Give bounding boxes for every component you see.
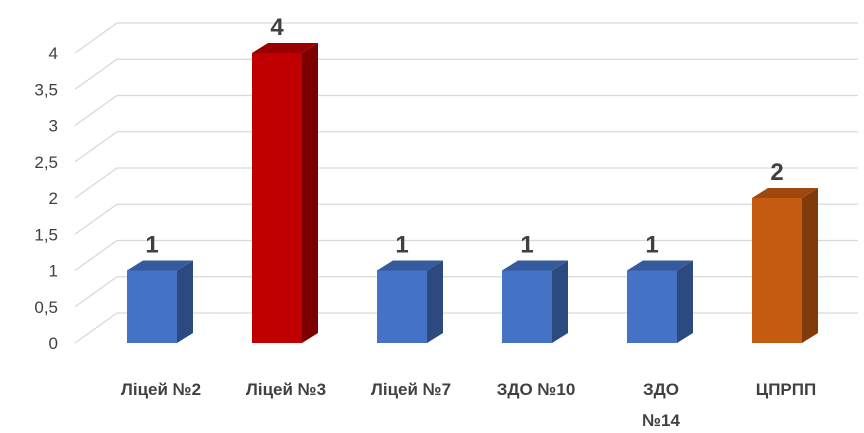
gridline xyxy=(74,94,858,127)
data-label: 2 xyxy=(770,159,783,186)
bar-front xyxy=(502,270,552,343)
bar-front xyxy=(627,270,677,343)
bar-front xyxy=(377,270,427,343)
bar-side xyxy=(427,260,443,343)
y-axis-ticks: 0 0,5 1 1,5 2 2,5 3 3,5 4 xyxy=(34,44,58,353)
bar xyxy=(127,260,193,343)
x-category-label: Ліцей №3 xyxy=(246,380,326,399)
bar-side xyxy=(302,43,318,343)
x-category-label: Ліцей №7 xyxy=(371,380,451,399)
bar-top xyxy=(627,260,693,271)
y-tick-label: 1,5 xyxy=(34,225,58,244)
data-label: 1 xyxy=(520,232,533,259)
gridlines xyxy=(74,22,858,344)
bar-top xyxy=(127,260,193,271)
data-label: 4 xyxy=(270,14,284,41)
data-labels: 1 4 1 1 1 2 xyxy=(145,14,783,259)
bar-front xyxy=(252,53,302,343)
bar-top xyxy=(377,260,443,271)
bar-front xyxy=(127,270,177,343)
y-tick-label: 0,5 xyxy=(34,298,58,317)
x-category-label: ЦПРПП xyxy=(756,380,816,399)
x-category-label: Ліцей №2 xyxy=(121,380,201,399)
bar-side xyxy=(802,188,818,343)
y-tick-label: 4 xyxy=(49,44,58,63)
x-category-label: №14 xyxy=(642,411,680,430)
y-tick-label: 1 xyxy=(49,262,58,281)
data-label: 1 xyxy=(395,232,408,259)
y-tick-label: 2,5 xyxy=(34,153,58,172)
bar-side xyxy=(552,260,568,343)
gridline xyxy=(74,312,858,344)
gridline xyxy=(74,276,858,308)
bar-front xyxy=(752,198,802,343)
bar xyxy=(627,260,693,343)
bar xyxy=(377,260,443,343)
gridline xyxy=(74,239,858,272)
bar xyxy=(752,188,818,343)
gridline xyxy=(74,131,858,163)
bar-side xyxy=(677,260,693,343)
gridline xyxy=(74,22,858,54)
y-tick-label: 2 xyxy=(49,189,58,208)
bar-top xyxy=(502,260,568,271)
bar xyxy=(252,43,318,343)
bar-top xyxy=(252,43,318,53)
y-tick-label: 0 xyxy=(49,334,58,353)
gridline xyxy=(74,203,858,235)
y-tick-label: 3,5 xyxy=(34,80,58,99)
data-label: 1 xyxy=(145,232,158,259)
bars xyxy=(127,43,818,343)
y-tick-label: 3 xyxy=(49,117,58,136)
x-axis-categories: Ліцей №2 Ліцей №3 Ліцей №7 ЗДО №10 ЗДО №14 ЦПР… xyxy=(121,380,816,430)
gridline xyxy=(74,58,858,90)
bar xyxy=(502,260,568,343)
x-category-label: ЗДО xyxy=(643,380,679,399)
bar-side xyxy=(177,260,193,343)
bar-top xyxy=(752,188,818,198)
x-category-label: ЗДО №10 xyxy=(497,380,576,399)
data-label: 1 xyxy=(645,232,658,259)
gridline xyxy=(74,167,858,199)
